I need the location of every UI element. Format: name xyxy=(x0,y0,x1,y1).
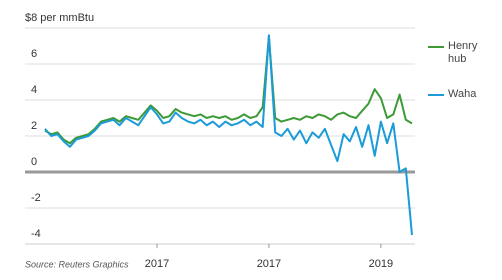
y-tick-label: -2 xyxy=(31,192,41,204)
legend-label: Waha xyxy=(448,88,477,100)
y-tick-label: 0 xyxy=(31,156,37,168)
source: Source: Reuters Graphics xyxy=(25,259,129,269)
y-tick-label: 6 xyxy=(31,48,37,60)
series-line xyxy=(44,36,413,145)
legend-swatch xyxy=(428,94,444,96)
legend-label: Henry hub xyxy=(448,40,478,65)
y-tick-label: $8 per mmBtu xyxy=(25,12,94,24)
y-tick-label: 2 xyxy=(31,120,37,132)
x-tick-label: 2017 xyxy=(257,258,281,270)
legend-swatch xyxy=(428,46,444,48)
series-line xyxy=(44,34,413,236)
y-tick-label: 4 xyxy=(31,84,37,96)
y-tick-label: -4 xyxy=(31,228,41,240)
x-tick-label: 2019 xyxy=(369,258,393,270)
x-tick-label: 2017 xyxy=(145,258,169,270)
